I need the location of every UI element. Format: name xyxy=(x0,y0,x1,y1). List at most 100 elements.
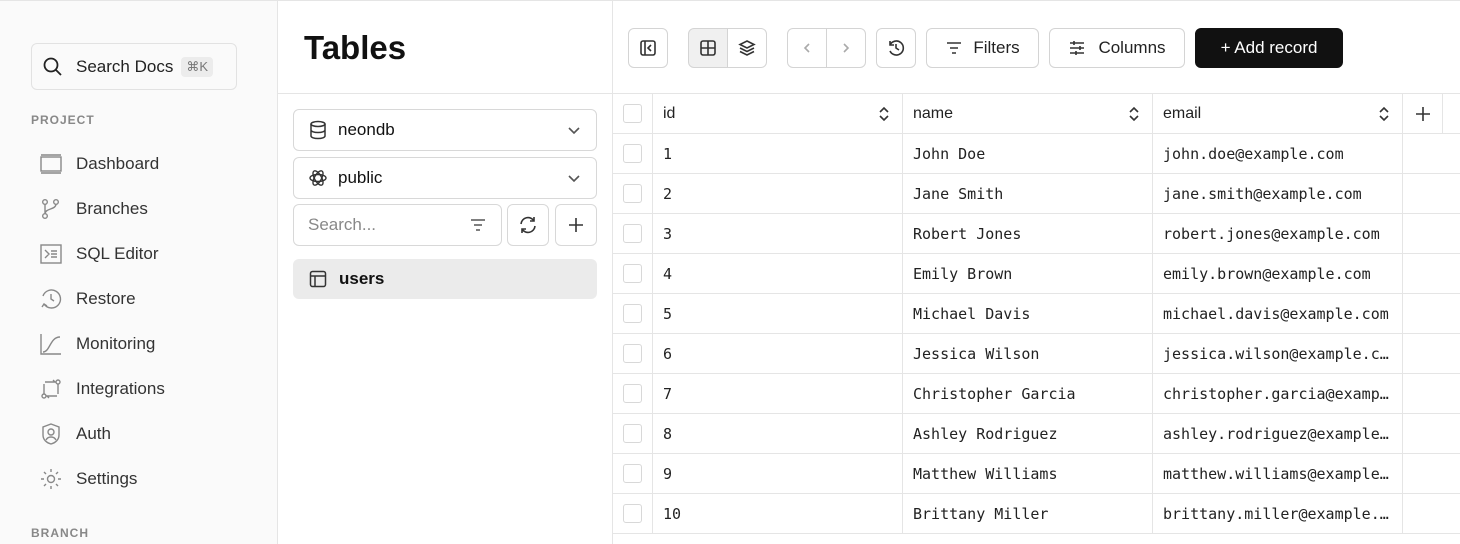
chevron-right-icon xyxy=(843,43,850,53)
chevron-left-icon xyxy=(803,43,810,53)
search-docs-button[interactable]: Search Docs ⌘K xyxy=(31,43,237,90)
refresh-button[interactable] xyxy=(507,204,549,246)
row-checkbox[interactable] xyxy=(623,384,642,403)
cell-email[interactable]: matthew.williams@example.com xyxy=(1153,454,1403,493)
table-row[interactable]: 6 Jessica Wilson jessica.wilson@example.co… xyxy=(613,334,1460,374)
toggle-sidebar-button[interactable] xyxy=(628,28,668,68)
sort-icon[interactable] xyxy=(878,106,890,122)
history-button[interactable] xyxy=(876,28,916,68)
row-checkbox[interactable] xyxy=(623,264,642,283)
search-docs-label: Search Docs xyxy=(76,56,174,76)
columns-button[interactable]: Columns xyxy=(1049,28,1185,68)
filter-icon xyxy=(947,42,962,54)
cell-id[interactable]: 8 xyxy=(653,414,903,453)
table-item-users[interactable]: users xyxy=(293,259,597,299)
table-row[interactable]: 9 Matthew Williams matthew.williams@exampl… xyxy=(613,454,1460,494)
cell-name[interactable]: Michael Davis xyxy=(903,294,1153,333)
cell-email[interactable]: robert.jones@example.com xyxy=(1153,214,1403,253)
page-title: Tables xyxy=(304,29,407,66)
schema-select[interactable]: public xyxy=(293,157,597,199)
database-select[interactable]: neondb xyxy=(293,109,597,151)
cell-name[interactable]: Christopher Garcia xyxy=(903,374,1153,413)
sidebar-item-auth[interactable]: Auth xyxy=(40,411,165,456)
restore-icon xyxy=(41,288,62,309)
sidebar-item-integrations[interactable]: Integrations xyxy=(40,366,165,411)
cell-email[interactable]: michael.davis@example.com xyxy=(1153,294,1403,333)
table-icon xyxy=(309,270,327,288)
cell-email[interactable]: ashley.rodriguez@example.com xyxy=(1153,414,1403,453)
sliders-icon xyxy=(1070,41,1085,55)
schema-icon xyxy=(309,170,327,186)
cell-email[interactable]: christopher.garcia@example.com xyxy=(1153,374,1403,413)
row-checkbox[interactable] xyxy=(623,184,642,203)
select-all-checkbox[interactable] xyxy=(623,104,642,123)
cell-name[interactable]: Brittany Miller xyxy=(903,494,1153,533)
add-table-button[interactable] xyxy=(555,204,597,246)
cell-email[interactable]: jessica.wilson@example.com xyxy=(1153,334,1403,373)
row-checkbox[interactable] xyxy=(623,144,642,163)
cell-email[interactable]: brittany.miller@example.com xyxy=(1153,494,1403,533)
cell-id[interactable]: 7 xyxy=(653,374,903,413)
table-row[interactable]: 8 Ashley Rodriguez ashley.rodriguez@exampl… xyxy=(613,414,1460,454)
row-checkbox[interactable] xyxy=(623,464,642,483)
cell-name[interactable]: John Doe xyxy=(903,134,1153,173)
sort-icon[interactable] xyxy=(1378,106,1390,122)
add-column-button[interactable] xyxy=(1403,94,1443,133)
add-record-button[interactable]: + Add record xyxy=(1195,28,1343,68)
section-project: PROJECT xyxy=(31,113,95,127)
row-checkbox[interactable] xyxy=(623,304,642,323)
cell-id[interactable]: 3 xyxy=(653,214,903,253)
data-grid: id name email 1 John Doe john.doe@example.… xyxy=(613,93,1460,534)
row-checkbox[interactable] xyxy=(623,344,642,363)
cell-id[interactable]: 9 xyxy=(653,454,903,493)
next-page-button[interactable] xyxy=(826,28,866,68)
header-row: id name email xyxy=(613,94,1460,134)
column-header-name[interactable]: name xyxy=(903,94,1153,133)
filter-icon[interactable] xyxy=(469,216,487,234)
table-row[interactable]: 4 Emily Brown emily.brown@example.com xyxy=(613,254,1460,294)
cell-id[interactable]: 1 xyxy=(653,134,903,173)
cell-name[interactable]: Robert Jones xyxy=(903,214,1153,253)
previous-page-button[interactable] xyxy=(787,28,827,68)
table-row[interactable]: 5 Michael Davis michael.davis@example.com xyxy=(613,294,1460,334)
divider xyxy=(278,93,612,94)
schema-view-button[interactable] xyxy=(727,28,767,68)
sidebar-item-monitoring[interactable]: Monitoring xyxy=(40,321,165,366)
table-row[interactable]: 7 Christopher Garcia christopher.garcia@ex… xyxy=(613,374,1460,414)
table-row[interactable]: 2 Jane Smith jane.smith@example.com xyxy=(613,174,1460,214)
cell-name[interactable]: Matthew Williams xyxy=(903,454,1153,493)
cell-id[interactable]: 6 xyxy=(653,334,903,373)
table-row[interactable]: 10 Brittany Miller brittany.miller@example… xyxy=(613,494,1460,534)
sidebar-item-branches[interactable]: Branches xyxy=(40,186,165,231)
row-checkbox[interactable] xyxy=(623,424,642,443)
column-header-id[interactable]: id xyxy=(653,94,903,133)
sidebar-item-sql-editor[interactable]: SQL Editor xyxy=(40,231,165,276)
cell-email[interactable]: jane.smith@example.com xyxy=(1153,174,1403,213)
integrations-icon xyxy=(41,378,61,399)
cell-id[interactable]: 5 xyxy=(653,294,903,333)
search-icon xyxy=(43,57,62,76)
cell-id[interactable]: 4 xyxy=(653,254,903,293)
table-search-input[interactable]: Search... xyxy=(293,204,502,246)
grid-view-button[interactable] xyxy=(688,28,728,68)
cell-name[interactable]: Jessica Wilson xyxy=(903,334,1153,373)
sidebar-item-restore[interactable]: Restore xyxy=(40,276,165,321)
cell-email[interactable]: emily.brown@example.com xyxy=(1153,254,1403,293)
sidebar-item-dashboard[interactable]: Dashboard xyxy=(40,141,165,186)
cell-id[interactable]: 10 xyxy=(653,494,903,533)
cell-name[interactable]: Emily Brown xyxy=(903,254,1153,293)
filters-button[interactable]: Filters xyxy=(926,28,1039,68)
cell-name[interactable]: Ashley Rodriguez xyxy=(903,414,1153,453)
row-checkbox[interactable] xyxy=(623,504,642,523)
cell-name[interactable]: Jane Smith xyxy=(903,174,1153,213)
plus-icon xyxy=(1415,106,1430,121)
cell-email[interactable]: john.doe@example.com xyxy=(1153,134,1403,173)
row-checkbox[interactable] xyxy=(623,224,642,243)
column-header-email[interactable]: email xyxy=(1153,94,1403,133)
sort-icon[interactable] xyxy=(1128,106,1140,122)
sidebar-item-settings[interactable]: Settings xyxy=(40,456,165,501)
table-row[interactable]: 1 John Doe john.doe@example.com xyxy=(613,134,1460,174)
plus-icon xyxy=(569,218,583,232)
cell-id[interactable]: 2 xyxy=(653,174,903,213)
table-row[interactable]: 3 Robert Jones robert.jones@example.com xyxy=(613,214,1460,254)
